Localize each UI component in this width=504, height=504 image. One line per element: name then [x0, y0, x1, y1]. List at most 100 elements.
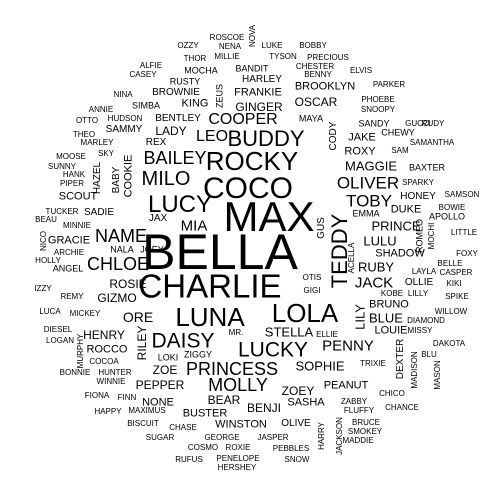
word-hudson: HUDSON — [107, 114, 143, 123]
word-parker: PARKER — [372, 80, 406, 89]
word-samson: SAMSON — [444, 190, 480, 199]
word-olive: OLIVE — [281, 418, 311, 429]
word-biscuit: BISCUIT — [127, 419, 159, 428]
word-winnie: WINNIE — [96, 377, 126, 386]
word-samantha: SAMANTHA — [409, 138, 455, 147]
word-little: LITTLE — [450, 228, 478, 237]
word-beau: BEAU — [35, 215, 57, 224]
word-benny: BENNY — [304, 70, 332, 79]
word-chloe: CHLOE — [86, 254, 150, 274]
word-logan: LOGAN — [45, 336, 75, 345]
word-romeo: ROMEO — [414, 218, 425, 254]
word-annie: ANNIE — [88, 105, 114, 114]
word-louie: LOUIE — [374, 324, 408, 337]
word-ruby: RUBY — [357, 259, 395, 275]
word-simba: SIMBA — [131, 100, 161, 111]
word-emma: EMMA — [352, 208, 380, 219]
word-layla: LAYLA — [411, 267, 437, 276]
word-belle: BELLE — [437, 259, 463, 268]
word-izzy: IZZY — [34, 284, 52, 293]
word-cookie: COOKIE — [122, 154, 135, 198]
word-diamond: DIAMOND — [407, 316, 445, 325]
word-sugar: SUGAR — [145, 433, 175, 442]
word-luca: LUCA — [39, 307, 61, 316]
word-nala: NALA — [110, 244, 134, 255]
word-brooklyn: BROOKLYN — [294, 80, 356, 93]
word-milo: MILO — [141, 168, 191, 190]
word-hershey: HERSHEY — [217, 463, 257, 472]
word-diesel: DIESEL — [43, 325, 73, 334]
word-brownie: BROWNIE — [152, 87, 200, 98]
word-joey: JOEY — [140, 244, 164, 255]
word-chance: CHANCE — [385, 403, 419, 412]
word-roxy: ROXY — [344, 145, 376, 158]
word-harry: HARRY — [317, 422, 326, 450]
word-bruno: BRUNO — [369, 298, 409, 311]
word-george: GEORGE — [204, 433, 240, 442]
word-prince: PRINCE — [371, 218, 421, 234]
word-oreo: ORE — [122, 309, 154, 325]
word-lola: LOLA — [271, 298, 339, 328]
word-penny: PENNY — [322, 337, 374, 355]
word-blu: BLU — [421, 350, 437, 359]
word-theo: THEO — [72, 130, 96, 139]
word-mason: MASON — [433, 360, 442, 390]
word-daisy: DAISY — [151, 329, 215, 353]
word-blue: BLUE — [369, 310, 403, 326]
word-sunny: SUNNY — [47, 162, 77, 171]
word-oscar: OSCAR — [294, 95, 338, 109]
word-bandit: BANDIT — [235, 63, 269, 74]
word-cocoa: COCOA — [89, 357, 119, 366]
word-scout: SCOUT — [58, 190, 98, 203]
word-bailey: BAILEY — [143, 148, 207, 168]
word-spike: SPIKE — [445, 292, 469, 301]
word-harley: HARLEY — [241, 74, 283, 85]
word-holly: HOLLY — [35, 256, 61, 265]
word-lulu: LULU — [363, 233, 397, 249]
word-piper: PIPER — [59, 179, 85, 188]
word-kobe: KOBE — [380, 289, 404, 298]
word-tyson: TYSON — [269, 52, 297, 61]
word-minnie: MINNIE — [63, 221, 91, 230]
word-hank: HANK — [62, 170, 86, 179]
word-ziggy: ZIGGY — [183, 349, 213, 360]
word-princess: PRINCESS — [185, 359, 279, 379]
word-happy: HAPPY — [94, 407, 122, 416]
word-lady: LADY — [155, 124, 187, 138]
word-kiki: KIKI — [446, 279, 462, 288]
word-maddie: MADDIE — [342, 436, 374, 445]
word-missy: MISSY — [407, 326, 433, 335]
word-mr: MR. — [228, 328, 244, 337]
word-name: NAME — [94, 226, 148, 246]
word-finn: FINN — [117, 393, 137, 402]
word-rex: REX — [145, 137, 167, 148]
word-trixie: TRIXIE — [360, 359, 386, 368]
word-honey: HONEY — [400, 191, 436, 202]
word-stella: STELLA — [264, 324, 314, 340]
word-bobby: BOBBY — [299, 41, 327, 50]
word-gus: GUS — [316, 217, 327, 239]
word-remy: REMY — [60, 292, 84, 301]
word-pebbles: PEBBLES — [272, 444, 310, 453]
word-bruce: BRUCE — [351, 418, 381, 427]
word-sadie: SADIE — [83, 207, 115, 218]
word-chester: CHESTER — [295, 62, 335, 71]
word-bella: BELLA — [142, 224, 298, 280]
word-penelope: PENELOPE — [216, 454, 260, 463]
word-maya: MAYA — [298, 113, 324, 124]
word-tucker: TUCKER — [45, 207, 79, 216]
word-zabby: ZABBY — [340, 397, 368, 406]
word-rosie: ROSIE — [109, 277, 147, 291]
word-winston: WINSTON — [215, 418, 267, 431]
word-ozzy: OZZY — [177, 41, 199, 50]
word-bonnie: BONNIE — [59, 368, 91, 377]
word-bear: BEAR — [207, 393, 241, 407]
word-chico: CHICO — [379, 389, 405, 398]
word-cosmo: COSMO — [187, 443, 219, 452]
word-lucky: LUCKY — [237, 338, 309, 362]
word-jake: JAKE — [348, 131, 376, 144]
word-fluffy: FLUFFY — [343, 406, 375, 415]
word-cody: CODY — [328, 121, 339, 151]
word-mickey: MICKEY — [69, 309, 101, 318]
word-thor: THOR — [183, 54, 207, 63]
